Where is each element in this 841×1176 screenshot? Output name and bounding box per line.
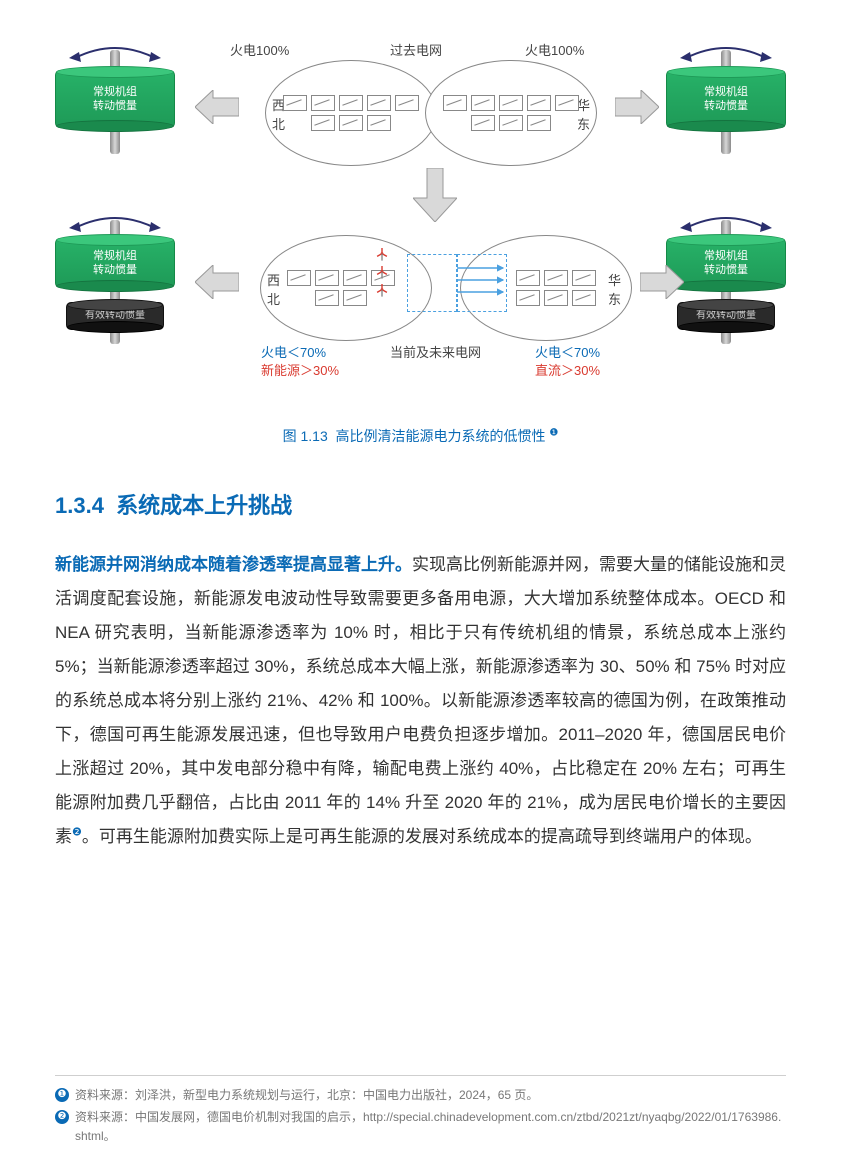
wind-turbines	[375, 248, 389, 298]
figure-1-13: 火电100% 过去电网 火电100% 常规机组 转动惯量 常规机组 转动惯量 常…	[55, 40, 786, 410]
spin-arrow-icon	[65, 212, 165, 236]
footnote-1: ❶ 资料来源：刘泽洪，新型电力系统规划与运行，北京：中国电力出版社，2024，6…	[55, 1086, 786, 1105]
rotor-top-right: 常规机组 转动惯量	[666, 50, 786, 154]
footnote-badge-icon: ❶	[55, 1088, 69, 1102]
label-fire-bottom-right: 火电＜70%	[535, 342, 600, 361]
dc-converter-left	[407, 254, 457, 312]
section-heading: 1.3.4 系统成本上升挑战	[55, 488, 786, 520]
dc-arrows-icon	[455, 262, 507, 306]
rotor-label: 常规机组 转动惯量	[704, 249, 748, 277]
label-fire-bottom-left: 火电＜70%	[261, 342, 326, 361]
footnote-2: ❷ 资料来源：中国发展网，德国电价机制对我国的启示，http://special…	[55, 1108, 786, 1146]
spin-arrow-icon	[676, 42, 776, 66]
rotor-bottom-right: 常规机组 转动惯量 有效转动惯量	[666, 220, 786, 344]
spin-arrow-icon	[676, 212, 776, 236]
region-west: 西 北	[267, 270, 280, 308]
arrow-left-icon	[195, 90, 239, 124]
section-number: 1.3.4	[55, 493, 104, 518]
turbine-icon	[375, 284, 389, 298]
rotor-bottom-left: 常规机组 转动惯量 有效转动惯量	[55, 220, 175, 344]
arrow-down-icon	[413, 168, 457, 222]
turbine-icon	[375, 266, 389, 280]
label-current-grid: 当前及未来电网	[390, 342, 481, 361]
arrow-right-icon	[640, 265, 684, 299]
footnotes: ❶ 资料来源：刘泽洪，新型电力系统规划与运行，北京：中国电力出版社，2024，6…	[55, 1075, 786, 1148]
rotor-label: 常规机组 转动惯量	[704, 85, 748, 113]
body-rest: 实现高比例新能源并网，需要大量的储能设施和灵活调度配套设施，新能源发电波动性导致…	[55, 555, 786, 846]
footnote-badge-icon: ❷	[55, 1110, 69, 1124]
turbine-icon	[375, 248, 389, 262]
footnote-mark-2: ❷	[72, 826, 82, 838]
arrow-left-icon	[195, 265, 239, 299]
grid-cloud-top-east: 华 东	[425, 60, 597, 166]
label-fire-top-right: 火电100%	[525, 40, 584, 59]
region-east: 华 东	[608, 270, 621, 308]
label-fire-top-left: 火电100%	[230, 40, 289, 59]
caption-prefix: 图 1.13	[283, 428, 328, 444]
rotor-label: 常规机组 转动惯量	[93, 85, 137, 113]
label-past-grid: 过去电网	[390, 40, 442, 59]
label-renew-left: 新能源＞30%	[261, 360, 339, 379]
caption-text: 高比例清洁能源电力系统的低惯性	[336, 428, 546, 444]
rotor-label: 常规机组 转动惯量	[93, 249, 137, 277]
figure-caption: 图 1.13 高比例清洁能源电力系统的低惯性 ❶	[55, 426, 786, 446]
spin-arrow-icon	[65, 42, 165, 66]
section-title: 系统成本上升挑战	[116, 493, 292, 518]
lead-sentence: 新能源并网消纳成本随着渗透率提高显著上升。	[55, 555, 412, 574]
label-dc-right: 直流＞30%	[535, 360, 600, 379]
caption-footnote-mark: ❶	[549, 427, 558, 438]
footnote-text: 资料来源：中国发展网，德国电价机制对我国的启示，http://special.c…	[75, 1108, 786, 1146]
arrow-right-icon	[615, 90, 659, 124]
rotor-top-left: 常规机组 转动惯量	[55, 50, 175, 154]
footnote-text: 资料来源：刘泽洪，新型电力系统规划与运行，北京：中国电力出版社，2024，65 …	[75, 1086, 538, 1105]
body-tail: 。可再生能源附加费实际上是可再生能源的发展对系统成本的提高疏导到终端用户的体现。	[82, 827, 762, 846]
body-paragraph: 新能源并网消纳成本随着渗透率提高显著上升。实现高比例新能源并网，需要大量的储能设…	[55, 548, 786, 854]
page: 火电100% 过去电网 火电100% 常规机组 转动惯量 常规机组 转动惯量 常…	[0, 0, 841, 1176]
grid-cloud-top-west: 西 北	[265, 60, 437, 166]
